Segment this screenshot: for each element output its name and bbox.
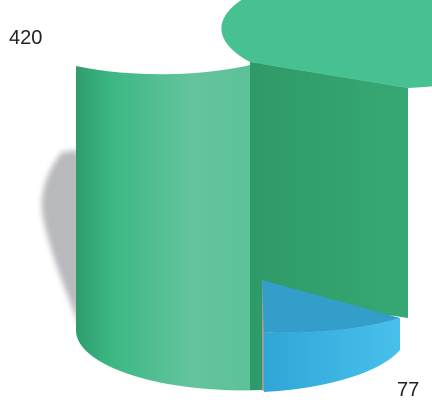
slice-420-cut-face [250, 62, 408, 390]
slice-77-wall [264, 318, 400, 392]
slice-77-top [262, 280, 400, 333]
slice-420-top [221, 0, 432, 88]
slice-420-wall [75, 62, 262, 391]
data-label-77: 77 [397, 379, 419, 401]
data-label-420: 420 [9, 27, 42, 49]
pie-shadow [41, 150, 80, 328]
